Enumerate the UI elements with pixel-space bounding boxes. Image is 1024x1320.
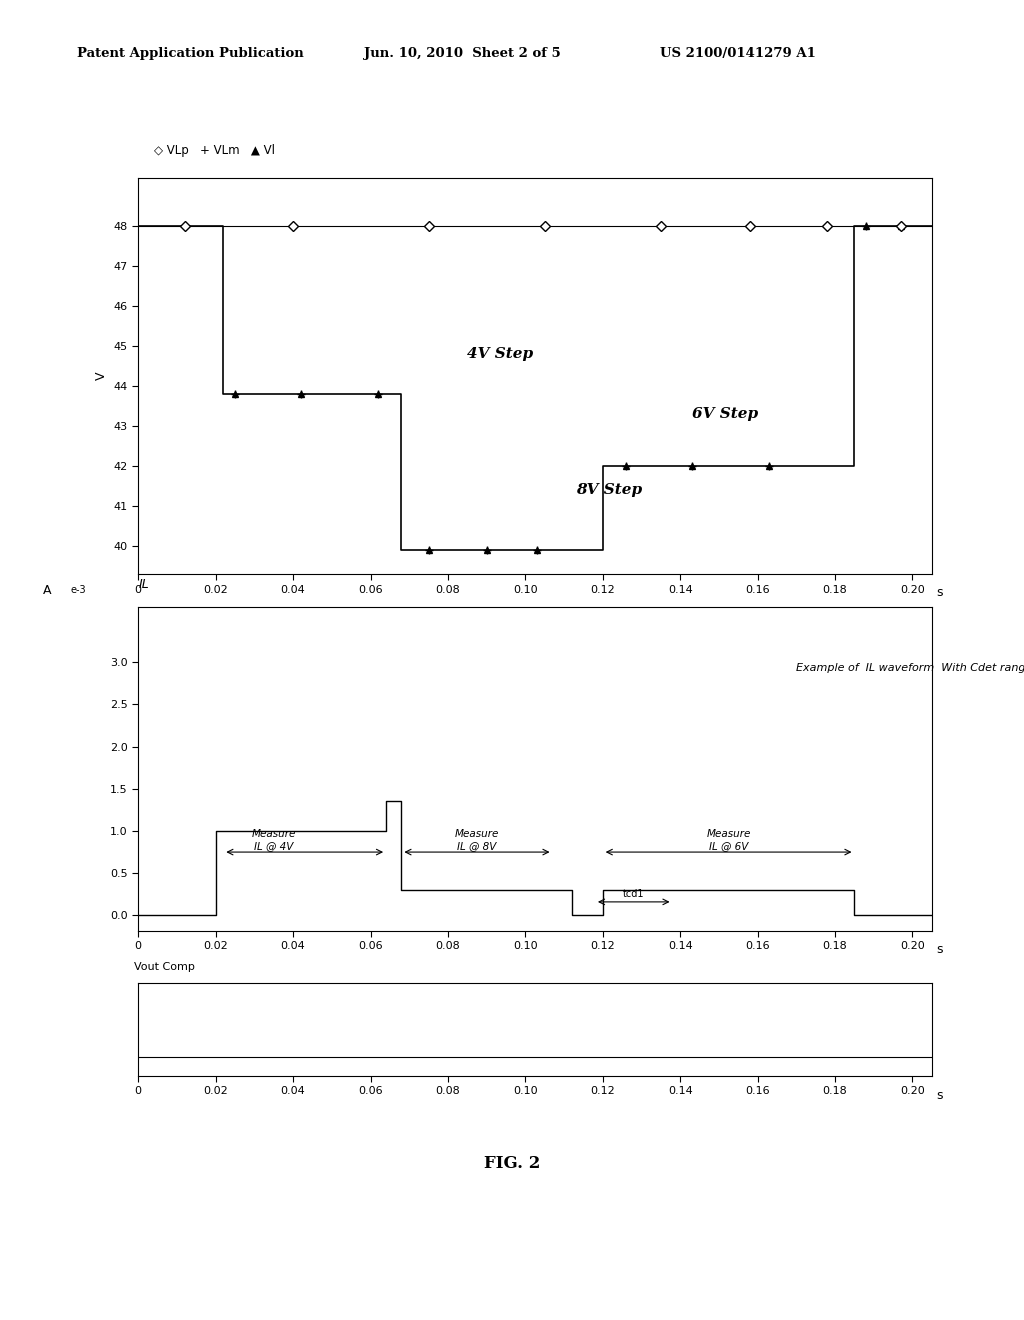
Text: Measure: Measure — [707, 829, 751, 840]
Text: Jun. 10, 2010  Sheet 2 of 5: Jun. 10, 2010 Sheet 2 of 5 — [364, 46, 560, 59]
Text: US 2100/0141279 A1: US 2100/0141279 A1 — [660, 46, 816, 59]
Text: tcd1: tcd1 — [623, 888, 644, 899]
Text: 6V Step: 6V Step — [692, 407, 758, 421]
Text: s: s — [936, 1089, 942, 1102]
Text: FIG. 2: FIG. 2 — [483, 1155, 541, 1172]
Text: 4V Step: 4V Step — [467, 347, 534, 362]
Text: ◇ VLp   + VLm   ▲ Vl: ◇ VLp + VLm ▲ Vl — [155, 144, 275, 157]
Text: Measure: Measure — [252, 829, 296, 840]
Text: IL @ 6V: IL @ 6V — [709, 841, 749, 850]
Text: s: s — [936, 586, 942, 599]
Text: IL @ 4V: IL @ 4V — [254, 841, 294, 850]
Text: Patent Application Publication: Patent Application Publication — [77, 46, 303, 59]
Text: e-3: e-3 — [71, 585, 86, 594]
Text: Example of  IL waveform  With Cdet range up to 1.5 μF: Example of IL waveform With Cdet range u… — [797, 663, 1024, 672]
Text: IL: IL — [138, 578, 148, 591]
Text: 8V Step: 8V Step — [575, 483, 642, 498]
Text: s: s — [936, 944, 942, 956]
Text: Measure: Measure — [455, 829, 499, 840]
Y-axis label: V: V — [95, 372, 108, 380]
Text: Vout Comp: Vout Comp — [134, 961, 196, 972]
Text: A: A — [43, 585, 51, 597]
Text: IL @ 8V: IL @ 8V — [458, 841, 497, 850]
